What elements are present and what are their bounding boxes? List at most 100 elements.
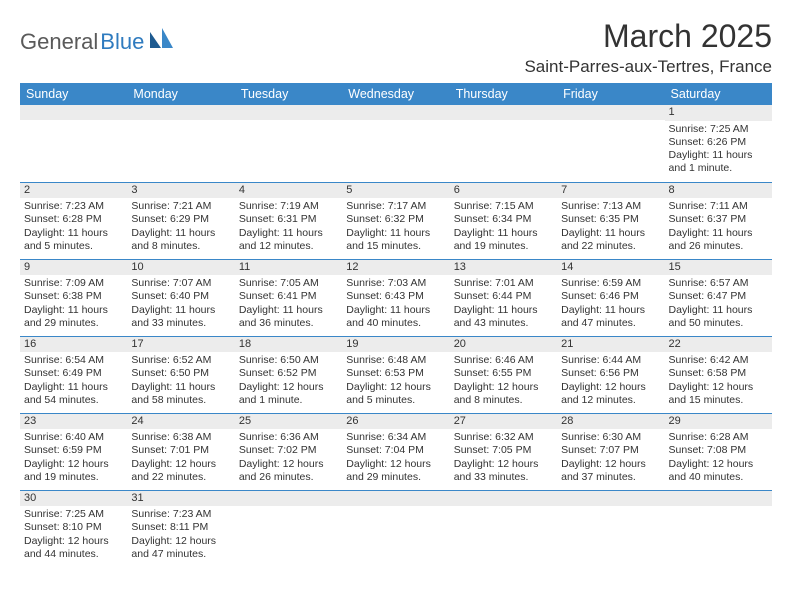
calendar-day-cell (450, 105, 557, 182)
day-number (20, 105, 127, 120)
day-content: Sunrise: 6:36 AMSunset: 7:02 PMDaylight:… (235, 429, 342, 487)
calendar-day-cell: 24Sunrise: 6:38 AMSunset: 7:01 PMDayligh… (127, 413, 234, 490)
day-info-line: Daylight: 11 hours and 54 minutes. (24, 381, 123, 407)
day-content: Sunrise: 6:30 AMSunset: 7:07 PMDaylight:… (557, 429, 664, 487)
weekday-header: Thursday (450, 83, 557, 105)
day-number: 3 (127, 183, 234, 199)
calendar-day-cell: 1Sunrise: 7:25 AMSunset: 6:26 PMDaylight… (665, 105, 772, 182)
day-info-line: Daylight: 11 hours and 40 minutes. (346, 304, 445, 330)
day-content: Sunrise: 6:52 AMSunset: 6:50 PMDaylight:… (127, 352, 234, 410)
day-info-line: Sunrise: 6:44 AM (561, 354, 660, 367)
day-content: Sunrise: 6:48 AMSunset: 6:53 PMDaylight:… (342, 352, 449, 410)
day-info-line: Sunset: 6:58 PM (669, 367, 768, 380)
calendar-day-cell (342, 105, 449, 182)
day-number: 4 (235, 183, 342, 199)
day-info-line: Sunrise: 6:50 AM (239, 354, 338, 367)
day-info-line: Daylight: 11 hours and 33 minutes. (131, 304, 230, 330)
calendar-day-cell (557, 105, 664, 182)
logo-sail-icon (148, 28, 174, 56)
day-content: Sunrise: 7:19 AMSunset: 6:31 PMDaylight:… (235, 198, 342, 256)
day-number: 18 (235, 337, 342, 353)
day-content: Sunrise: 6:54 AMSunset: 6:49 PMDaylight:… (20, 352, 127, 410)
calendar-day-cell: 15Sunrise: 6:57 AMSunset: 6:47 PMDayligh… (665, 259, 772, 336)
day-info-line: Sunset: 6:52 PM (239, 367, 338, 380)
calendar-week-row: 23Sunrise: 6:40 AMSunset: 6:59 PMDayligh… (20, 413, 772, 490)
day-content: Sunrise: 7:05 AMSunset: 6:41 PMDaylight:… (235, 275, 342, 333)
day-info-line: Daylight: 11 hours and 36 minutes. (239, 304, 338, 330)
day-number: 27 (450, 414, 557, 430)
day-number (557, 491, 664, 506)
day-info-line: Sunset: 6:50 PM (131, 367, 230, 380)
day-info-line: Sunset: 6:40 PM (131, 290, 230, 303)
day-content: Sunrise: 7:13 AMSunset: 6:35 PMDaylight:… (557, 198, 664, 256)
day-info-line: Sunset: 8:11 PM (131, 521, 230, 534)
day-number: 25 (235, 414, 342, 430)
calendar-day-cell (342, 490, 449, 567)
calendar-day-cell: 29Sunrise: 6:28 AMSunset: 7:08 PMDayligh… (665, 413, 772, 490)
calendar-body: 1Sunrise: 7:25 AMSunset: 6:26 PMDaylight… (20, 105, 772, 567)
day-info-line: Sunset: 7:02 PM (239, 444, 338, 457)
day-number: 30 (20, 491, 127, 507)
day-info-line: Sunset: 6:56 PM (561, 367, 660, 380)
calendar-week-row: 1Sunrise: 7:25 AMSunset: 6:26 PMDaylight… (20, 105, 772, 182)
day-info-line: Sunrise: 7:23 AM (131, 508, 230, 521)
day-info-line: Sunset: 7:05 PM (454, 444, 553, 457)
calendar-day-cell: 3Sunrise: 7:21 AMSunset: 6:29 PMDaylight… (127, 182, 234, 259)
day-content: Sunrise: 6:42 AMSunset: 6:58 PMDaylight:… (665, 352, 772, 410)
day-number: 7 (557, 183, 664, 199)
day-number (235, 491, 342, 506)
day-number: 16 (20, 337, 127, 353)
day-info-line: Daylight: 11 hours and 1 minute. (669, 149, 768, 175)
day-info-line: Daylight: 11 hours and 5 minutes. (24, 227, 123, 253)
day-info-line: Sunrise: 6:28 AM (669, 431, 768, 444)
calendar-week-row: 30Sunrise: 7:25 AMSunset: 8:10 PMDayligh… (20, 490, 772, 567)
day-info-line: Daylight: 11 hours and 29 minutes. (24, 304, 123, 330)
day-info-line: Daylight: 12 hours and 12 minutes. (561, 381, 660, 407)
day-info-line: Daylight: 11 hours and 12 minutes. (239, 227, 338, 253)
day-info-line: Daylight: 11 hours and 50 minutes. (669, 304, 768, 330)
calendar-day-cell (235, 105, 342, 182)
calendar-day-cell: 26Sunrise: 6:34 AMSunset: 7:04 PMDayligh… (342, 413, 449, 490)
day-info-line: Sunset: 6:37 PM (669, 213, 768, 226)
day-info-line: Sunrise: 6:30 AM (561, 431, 660, 444)
day-number: 11 (235, 260, 342, 276)
day-content: Sunrise: 6:50 AMSunset: 6:52 PMDaylight:… (235, 352, 342, 410)
day-info-line: Daylight: 12 hours and 15 minutes. (669, 381, 768, 407)
day-info-line: Daylight: 11 hours and 15 minutes. (346, 227, 445, 253)
calendar-day-cell: 31Sunrise: 7:23 AMSunset: 8:11 PMDayligh… (127, 490, 234, 567)
calendar-day-cell: 12Sunrise: 7:03 AMSunset: 6:43 PMDayligh… (342, 259, 449, 336)
day-content: Sunrise: 7:25 AMSunset: 8:10 PMDaylight:… (20, 506, 127, 564)
day-number: 26 (342, 414, 449, 430)
day-info-line: Sunset: 6:53 PM (346, 367, 445, 380)
calendar-day-cell: 9Sunrise: 7:09 AMSunset: 6:38 PMDaylight… (20, 259, 127, 336)
day-content: Sunrise: 7:11 AMSunset: 6:37 PMDaylight:… (665, 198, 772, 256)
day-info-line: Sunrise: 6:40 AM (24, 431, 123, 444)
day-info-line: Sunrise: 6:34 AM (346, 431, 445, 444)
day-info-line: Sunset: 7:07 PM (561, 444, 660, 457)
calendar-day-cell: 2Sunrise: 7:23 AMSunset: 6:28 PMDaylight… (20, 182, 127, 259)
day-number (450, 105, 557, 120)
day-info-line: Sunset: 6:59 PM (24, 444, 123, 457)
weekday-header: Saturday (665, 83, 772, 105)
day-info-line: Daylight: 12 hours and 44 minutes. (24, 535, 123, 561)
day-content: Sunrise: 7:23 AMSunset: 8:11 PMDaylight:… (127, 506, 234, 564)
day-number: 14 (557, 260, 664, 276)
day-number: 6 (450, 183, 557, 199)
day-info-line: Sunrise: 6:54 AM (24, 354, 123, 367)
day-number: 13 (450, 260, 557, 276)
calendar-day-cell: 17Sunrise: 6:52 AMSunset: 6:50 PMDayligh… (127, 336, 234, 413)
day-info-line: Sunset: 6:32 PM (346, 213, 445, 226)
day-info-line: Sunrise: 7:25 AM (24, 508, 123, 521)
location: Saint-Parres-aux-Tertres, France (524, 57, 772, 77)
day-info-line: Sunset: 6:46 PM (561, 290, 660, 303)
day-number (127, 105, 234, 120)
day-number (342, 105, 449, 120)
day-info-line: Daylight: 12 hours and 19 minutes. (24, 458, 123, 484)
day-info-line: Sunrise: 7:23 AM (24, 200, 123, 213)
day-number: 29 (665, 414, 772, 430)
day-info-line: Sunrise: 6:32 AM (454, 431, 553, 444)
day-info-line: Sunset: 6:29 PM (131, 213, 230, 226)
day-number: 1 (665, 105, 772, 121)
day-info-line: Sunrise: 7:03 AM (346, 277, 445, 290)
day-content: Sunrise: 6:44 AMSunset: 6:56 PMDaylight:… (557, 352, 664, 410)
